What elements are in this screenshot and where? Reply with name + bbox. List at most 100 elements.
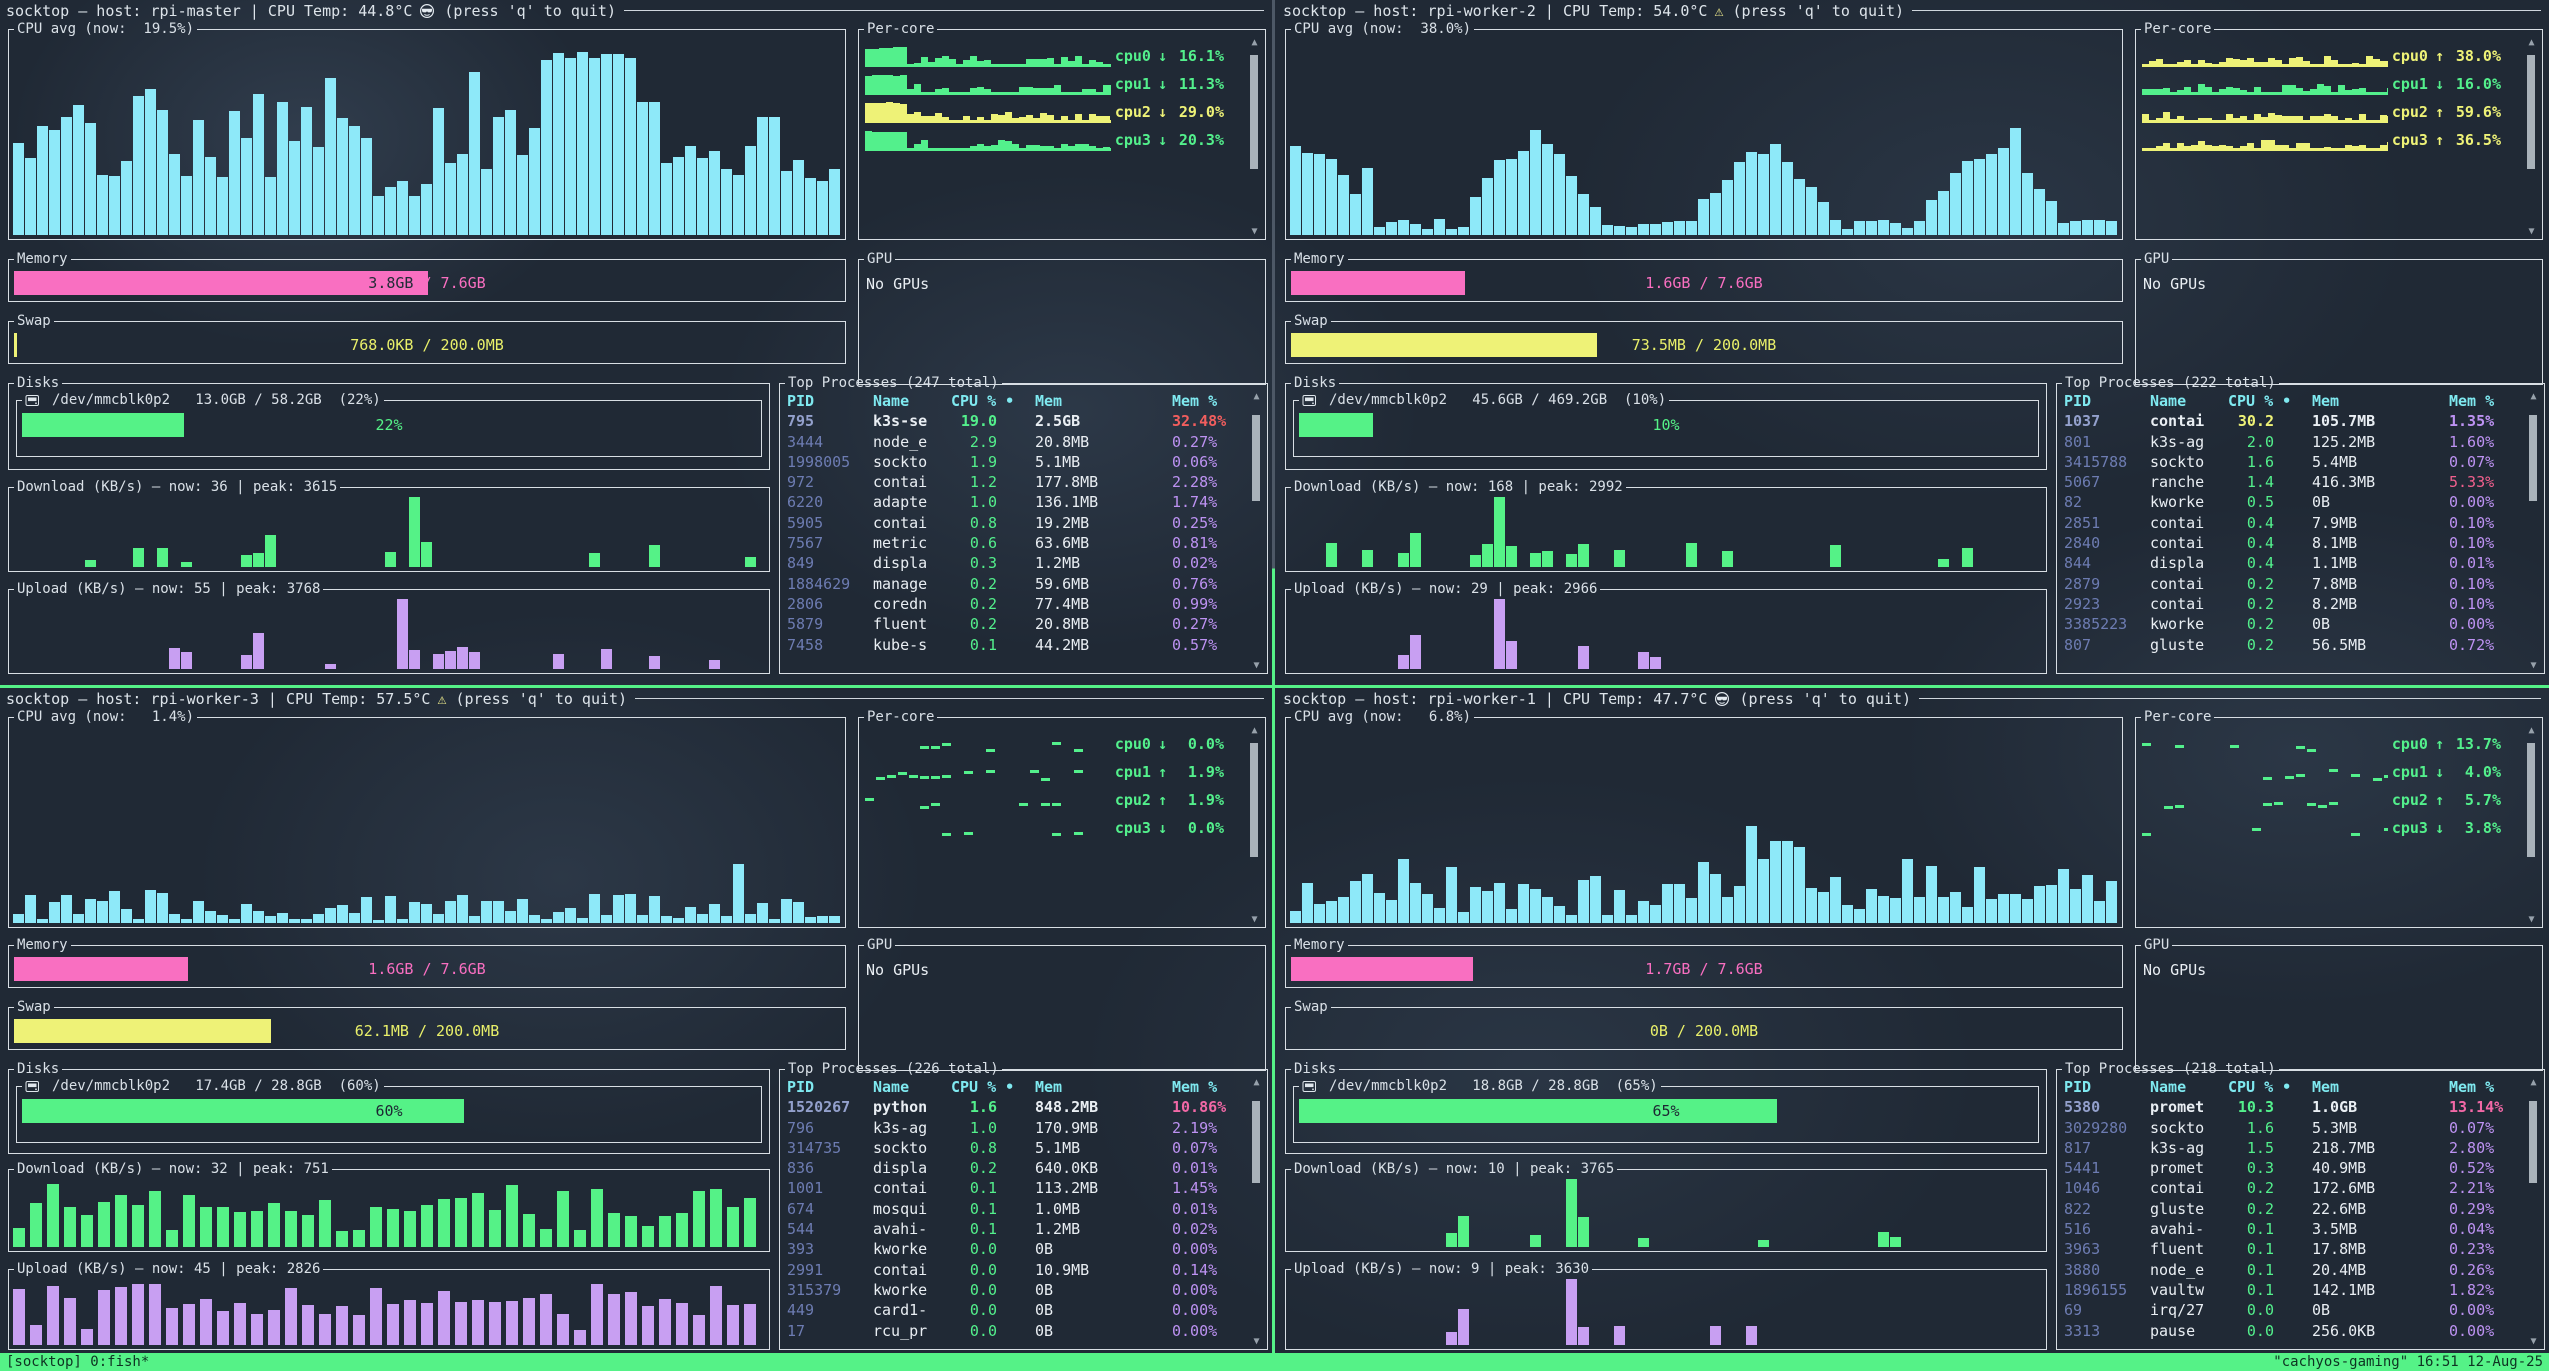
process-row[interactable]: 544 avahi- 0.1 1.2MB 0.02% xyxy=(783,1219,1242,1239)
memp-column-header[interactable]: Mem % xyxy=(2449,392,2495,410)
processes-scrollbar[interactable]: ▲ ▼ xyxy=(2527,391,2540,671)
scroll-up-icon[interactable]: ▲ xyxy=(2528,37,2535,48)
process-row[interactable]: 6220 adapte 1.0 136.1MB 1.74% xyxy=(783,492,1242,512)
process-row[interactable]: 795 k3s-se 19.0 2.5GB 32.48% xyxy=(783,411,1242,431)
scroll-down-icon[interactable]: ▼ xyxy=(1253,660,1260,671)
process-row[interactable]: 849 displa 0.3 1.2MB 0.02% xyxy=(783,553,1242,573)
process-row[interactable]: 1046 contai 0.2 172.6MB 2.21% xyxy=(2060,1178,2519,1198)
per-core-scrollbar[interactable]: ▲ ▼ xyxy=(2525,37,2538,237)
scroll-down-icon[interactable]: ▼ xyxy=(2528,914,2535,925)
process-row[interactable]: 1001 contai 0.1 113.2MB 1.45% xyxy=(783,1178,1242,1198)
process-row[interactable]: 7458 kube-s 0.1 44.2MB 0.57% xyxy=(783,635,1242,655)
process-row[interactable]: 3313 pause 0.0 256.0KB 0.00% xyxy=(2060,1321,2519,1341)
scrollbar-thumb[interactable] xyxy=(2527,55,2535,169)
process-row[interactable]: 82 kworke 0.5 0B 0.00% xyxy=(2060,492,2519,512)
process-row[interactable]: 1998005 sockto 1.9 5.1MB 0.06% xyxy=(783,452,1242,472)
memp-column-header[interactable]: Mem % xyxy=(1172,1078,1218,1096)
process-row[interactable]: 7567 metric 0.6 63.6MB 0.81% xyxy=(783,533,1242,553)
memp-column-header[interactable]: Mem % xyxy=(1172,392,1218,410)
scrollbar-thumb[interactable] xyxy=(2529,1101,2537,1184)
process-row[interactable]: 3444 node_e 2.9 20.8MB 0.27% xyxy=(783,432,1242,452)
process-row[interactable]: 5441 promet 0.3 40.9MB 0.52% xyxy=(2060,1158,2519,1178)
scroll-up-icon[interactable]: ▲ xyxy=(2530,1077,2537,1088)
processes-scrollbar[interactable]: ▲ ▼ xyxy=(1250,1077,1263,1347)
name-column-header[interactable]: Name xyxy=(2150,392,2187,410)
process-row[interactable]: 1896155 vaultw 0.1 142.1MB 1.82% xyxy=(2060,1280,2519,1300)
processes-scrollbar[interactable]: ▲ ▼ xyxy=(1250,391,1263,671)
pid-column-header[interactable]: PID xyxy=(787,392,815,410)
process-row[interactable]: 2879 contai 0.2 7.8MB 0.10% xyxy=(2060,574,2519,594)
scroll-up-icon[interactable]: ▲ xyxy=(2530,391,2537,402)
pid-column-header[interactable]: PID xyxy=(2064,392,2092,410)
scrollbar-thumb[interactable] xyxy=(2529,415,2537,501)
name-column-header[interactable]: Name xyxy=(2150,1078,2187,1096)
process-row[interactable]: 315379 kworke 0.0 0B 0.00% xyxy=(783,1280,1242,1300)
process-row[interactable]: 807 gluste 0.2 56.5MB 0.72% xyxy=(2060,635,2519,655)
scroll-up-icon[interactable]: ▲ xyxy=(1253,391,1260,402)
scrollbar-thumb[interactable] xyxy=(1252,415,1260,501)
mem-column-header[interactable]: Mem xyxy=(2312,1078,2340,1096)
process-row[interactable]: 5879 fluent 0.2 20.8MB 0.27% xyxy=(783,614,1242,634)
process-row[interactable]: 3415788 sockto 1.6 5.4MB 0.07% xyxy=(2060,452,2519,472)
scroll-up-icon[interactable]: ▲ xyxy=(1253,1077,1260,1088)
memp-column-header[interactable]: Mem % xyxy=(2449,1078,2495,1096)
process-row[interactable]: 801 k3s-ag 2.0 125.2MB 1.60% xyxy=(2060,432,2519,452)
process-row[interactable]: 2851 contai 0.4 7.9MB 0.10% xyxy=(2060,513,2519,533)
process-row[interactable]: 17 rcu_pr 0.0 0B 0.00% xyxy=(783,1321,1242,1341)
mem-column-header[interactable]: Mem xyxy=(1035,1078,1063,1096)
scroll-down-icon[interactable]: ▼ xyxy=(2528,226,2535,237)
scrollbar-thumb[interactable] xyxy=(2527,743,2535,857)
scroll-up-icon[interactable]: ▲ xyxy=(1251,725,1258,736)
pid-column-header[interactable]: PID xyxy=(2064,1078,2092,1096)
process-row[interactable]: 2840 contai 0.4 8.1MB 0.10% xyxy=(2060,533,2519,553)
process-row[interactable]: 5380 promet 10.3 1.0GB 13.14% xyxy=(2060,1097,2519,1117)
process-row[interactable]: 1037 contai 30.2 105.7MB 1.35% xyxy=(2060,411,2519,431)
per-core-scrollbar[interactable]: ▲ ▼ xyxy=(2525,725,2538,925)
process-row[interactable]: 449 card1- 0.0 0B 0.00% xyxy=(783,1300,1242,1320)
process-row[interactable]: 69 irq/27 0.0 0B 0.00% xyxy=(2060,1300,2519,1320)
name-column-header[interactable]: Name xyxy=(873,392,910,410)
process-row[interactable]: 516 avahi- 0.1 3.5MB 0.04% xyxy=(2060,1219,2519,1239)
process-row[interactable]: 3880 node_e 0.1 20.4MB 0.26% xyxy=(2060,1260,2519,1280)
scrollbar-thumb[interactable] xyxy=(1252,1101,1260,1184)
process-row[interactable]: 2806 coredn 0.2 77.4MB 0.99% xyxy=(783,594,1242,614)
process-row[interactable]: 796 k3s-ag 1.0 170.9MB 2.19% xyxy=(783,1118,1242,1138)
per-core-scrollbar[interactable]: ▲ ▼ xyxy=(1248,37,1261,237)
cpu-column-header[interactable]: CPU % • xyxy=(2228,392,2292,410)
process-row[interactable]: 836 displa 0.2 640.0KB 0.01% xyxy=(783,1158,1242,1178)
scroll-down-icon[interactable]: ▼ xyxy=(2530,660,2537,671)
scrollbar-thumb[interactable] xyxy=(1250,55,1258,169)
mem-column-header[interactable]: Mem xyxy=(1035,392,1063,410)
name-column-header[interactable]: Name xyxy=(873,1078,910,1096)
scroll-down-icon[interactable]: ▼ xyxy=(1253,1336,1260,1347)
per-core-scrollbar[interactable]: ▲ ▼ xyxy=(1248,725,1261,925)
process-row[interactable]: 3385223 kworke 0.2 0B 0.00% xyxy=(2060,614,2519,634)
pane-divider-vertical[interactable] xyxy=(1272,0,1275,1353)
process-row[interactable]: 314735 sockto 0.8 5.1MB 0.07% xyxy=(783,1138,1242,1158)
cpu-column-header[interactable]: CPU % • xyxy=(2228,1078,2292,1096)
scroll-down-icon[interactable]: ▼ xyxy=(2530,1336,2537,1347)
pid-column-header[interactable]: PID xyxy=(787,1078,815,1096)
process-row[interactable]: 1520267 python 1.6 848.2MB 10.86% xyxy=(783,1097,1242,1117)
mem-column-header[interactable]: Mem xyxy=(2312,392,2340,410)
cpu-column-header[interactable]: CPU % • xyxy=(951,392,1015,410)
process-row[interactable]: 822 gluste 0.2 22.6MB 0.29% xyxy=(2060,1199,2519,1219)
session-and-window[interactable]: [socktop] 0:fish* xyxy=(6,1354,150,1370)
process-row[interactable]: 5067 ranche 1.4 416.3MB 5.33% xyxy=(2060,472,2519,492)
scroll-up-icon[interactable]: ▲ xyxy=(2528,725,2535,736)
process-row[interactable]: 674 mosqui 0.1 1.0MB 0.01% xyxy=(783,1199,1242,1219)
process-row[interactable]: 972 contai 1.2 177.8MB 2.28% xyxy=(783,472,1242,492)
process-row[interactable]: 3963 fluent 0.1 17.8MB 0.23% xyxy=(2060,1239,2519,1259)
pane-divider-horizontal[interactable] xyxy=(0,685,2549,688)
cpu-column-header[interactable]: CPU % • xyxy=(951,1078,1015,1096)
process-row[interactable]: 844 displa 0.4 1.1MB 0.01% xyxy=(2060,553,2519,573)
process-row[interactable]: 2923 contai 0.2 8.2MB 0.10% xyxy=(2060,594,2519,614)
process-row[interactable]: 5905 contai 0.8 19.2MB 0.25% xyxy=(783,513,1242,533)
process-row[interactable]: 817 k3s-ag 1.5 218.7MB 2.80% xyxy=(2060,1138,2519,1158)
scroll-down-icon[interactable]: ▼ xyxy=(1251,226,1258,237)
process-row[interactable]: 393 kworke 0.0 0B 0.00% xyxy=(783,1239,1242,1259)
scroll-up-icon[interactable]: ▲ xyxy=(1251,37,1258,48)
process-row[interactable]: 2991 contai 0.0 10.9MB 0.14% xyxy=(783,1260,1242,1280)
processes-scrollbar[interactable]: ▲ ▼ xyxy=(2527,1077,2540,1347)
scrollbar-thumb[interactable] xyxy=(1250,743,1258,857)
